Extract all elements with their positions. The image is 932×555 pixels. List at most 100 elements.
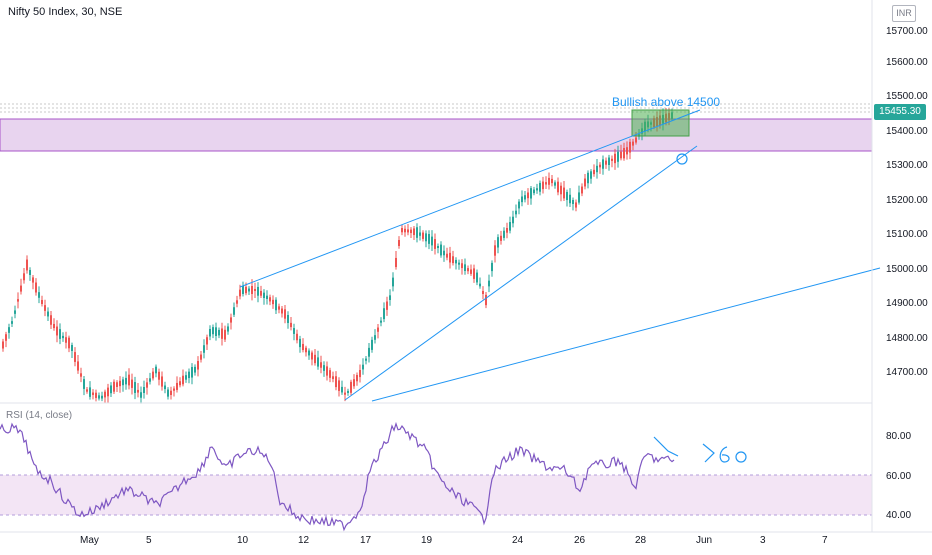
candle-body (395, 257, 397, 268)
candle-body (131, 379, 133, 388)
candle-body (629, 141, 631, 153)
candle-body (47, 311, 49, 317)
candle-body (257, 286, 259, 296)
candle-body (635, 137, 637, 143)
rsi-label: 80.00 (886, 431, 911, 442)
candle-body (380, 320, 382, 323)
price-label: 15000.00 (886, 264, 928, 275)
candle-body (245, 286, 247, 294)
candle-body (614, 153, 616, 164)
candle-body (119, 380, 121, 387)
candle-body (371, 339, 373, 350)
candle-body (128, 374, 130, 386)
candle-body (425, 233, 427, 242)
candle-body (410, 229, 412, 234)
candle-body (392, 277, 394, 287)
candle-body (479, 283, 481, 287)
candle-body (8, 327, 10, 333)
candle-body (482, 290, 484, 295)
candle-body (335, 376, 337, 388)
candle-body (107, 387, 109, 397)
candle-body (311, 352, 313, 360)
candle-body (512, 216, 514, 224)
candle-body (497, 237, 499, 248)
supply-zone[interactable] (0, 118, 873, 152)
candle-body (407, 229, 409, 233)
candle-body (533, 189, 535, 194)
price-label: 15400.00 (886, 126, 928, 137)
long-trendline[interactable] (371, 267, 881, 402)
candle-body (338, 380, 340, 391)
candle-body (269, 297, 271, 302)
symbol-title[interactable]: Nifty 50 Index, 30, NSE (8, 6, 123, 18)
candle-body (140, 392, 142, 398)
price-label: 15100.00 (886, 229, 928, 240)
price-label: 15300.00 (886, 160, 928, 171)
candle-body (209, 328, 211, 337)
candle-body (383, 308, 385, 320)
candle-body (356, 374, 358, 382)
price-axis[interactable]: 15700.00 15600.00 15500.00 15400.00 1530… (886, 26, 928, 378)
candle-body (77, 361, 79, 371)
candle-body (215, 327, 217, 337)
annotation-text[interactable]: Bullish above 14500 (612, 95, 721, 109)
candle-body (194, 366, 196, 373)
candle-body (239, 289, 241, 297)
candle-body (320, 362, 322, 368)
candle-body (521, 196, 523, 203)
candle-body (539, 182, 541, 192)
price-label: 15600.00 (886, 57, 928, 68)
candle-body (545, 182, 547, 185)
price-label: 15200.00 (886, 195, 928, 206)
candle-body (596, 165, 598, 173)
candle-body (116, 382, 118, 387)
candle-body (272, 299, 274, 305)
candle-body (161, 376, 163, 387)
rsi-label: 60.00 (886, 471, 911, 482)
candle-body (626, 147, 628, 155)
rsi-label: 40.00 (886, 510, 911, 521)
candle-body (431, 236, 433, 246)
candle-body (287, 314, 289, 324)
candle-body (29, 270, 31, 275)
candle-body (542, 181, 544, 190)
time-label: 28 (635, 535, 647, 546)
candle-body (623, 148, 625, 159)
candle-body (491, 262, 493, 272)
candle-body (557, 181, 559, 193)
time-label: 17 (360, 535, 372, 546)
candle-body (305, 347, 307, 353)
candlestick-series (2, 107, 673, 404)
candle-body (290, 322, 292, 328)
candle-body (608, 157, 610, 166)
candle-body (506, 227, 508, 233)
candle-body (14, 310, 16, 314)
rsi-title[interactable]: RSI (14, close) (6, 410, 73, 421)
upper-trendline[interactable] (239, 109, 701, 288)
rsi-axis[interactable]: 80.00 60.00 40.00 (886, 431, 911, 521)
candle-body (599, 164, 601, 168)
candle-body (155, 366, 157, 374)
candle-body (581, 186, 583, 194)
currency-button[interactable]: INR (892, 5, 916, 22)
candle-body (329, 370, 331, 378)
lower-trendline[interactable] (344, 145, 698, 401)
candle-body (266, 295, 268, 299)
candle-body (233, 307, 235, 315)
candle-body (455, 259, 457, 264)
breakout-box[interactable] (631, 109, 690, 137)
time-axis[interactable]: May 5 10 12 17 19 24 26 28 Jun 3 7 (80, 535, 828, 546)
candle-body (518, 201, 520, 209)
candle-body (125, 377, 127, 385)
candle-body (401, 228, 403, 233)
candle-body (485, 294, 487, 306)
candle-body (143, 387, 145, 393)
candle-body (389, 295, 391, 300)
candle-body (449, 252, 451, 263)
candle-body (500, 235, 502, 241)
candle-body (350, 381, 352, 393)
candle-body (413, 228, 415, 236)
candle-body (281, 308, 283, 314)
